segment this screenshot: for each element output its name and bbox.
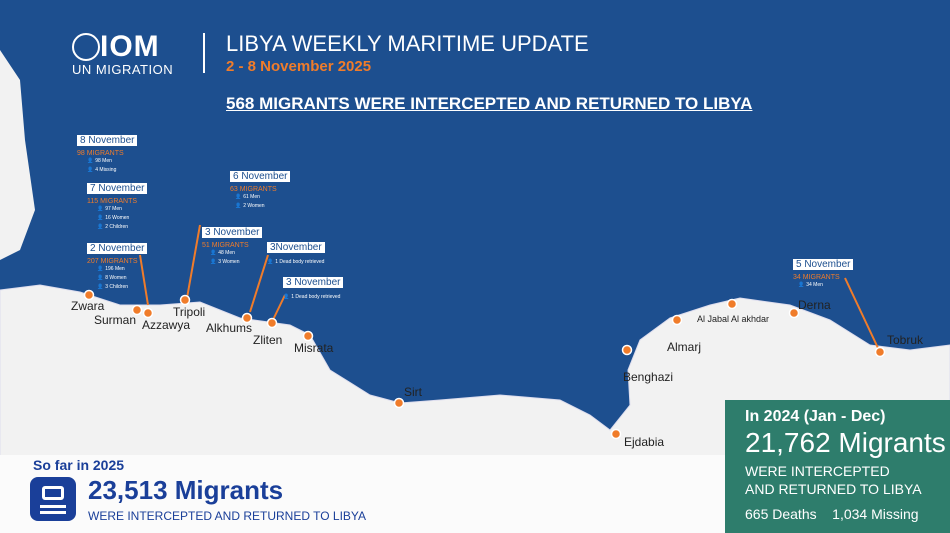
summary-2025-label: So far in 2025 bbox=[33, 457, 125, 473]
city-label: Tobruk bbox=[887, 333, 924, 347]
iom-globe-icon bbox=[72, 33, 100, 61]
event-count: 63 MIGRANTS bbox=[230, 186, 277, 193]
city-label: Surman bbox=[94, 313, 137, 327]
event-detail: 8 Women bbox=[105, 275, 127, 281]
boat-icon bbox=[30, 477, 76, 521]
divider bbox=[203, 33, 205, 73]
event-detail: 1 Dead body retrieved bbox=[291, 294, 341, 300]
event-detail: 61 Men bbox=[243, 194, 260, 200]
event-3-november-b: 3November 👤 1 Dead body retrieved bbox=[267, 242, 325, 265]
event-date: 3 November bbox=[283, 277, 344, 288]
summary-2024-count: 21,762 Migrants bbox=[745, 427, 946, 458]
arrows bbox=[139, 224, 879, 349]
event-detail: 3 Children bbox=[105, 284, 129, 290]
summary-2024-panel: In 2024 (Jan - Dec) 21,762 Migrants WERE… bbox=[725, 400, 950, 533]
event-3-november-c: 3 November 👤 1 Dead body retrieved bbox=[283, 272, 344, 302]
event-count: 207 MIGRANTS bbox=[87, 258, 138, 265]
event-detail: 1 Dead body retrieved bbox=[275, 259, 325, 265]
event-date: 2 November bbox=[87, 243, 148, 254]
summary-2025-panel bbox=[0, 455, 725, 533]
event-7-november: 7 November 115 MIGRANTS 👤 97 Men 👤 16 Women 👤 2… bbox=[87, 178, 148, 232]
event-date: 8 November bbox=[77, 135, 138, 146]
city-label: Sirt bbox=[404, 385, 422, 399]
city-label: Tripoli bbox=[173, 305, 206, 319]
event-detail: 4 Missing bbox=[95, 167, 117, 173]
event-date: 6 November bbox=[230, 171, 291, 182]
event-count: 51 MIGRANTS bbox=[202, 242, 249, 249]
event-2-november: 2 November 207 MIGRANTS 👤 196 Men 👤 8 Women 👤 3… bbox=[87, 238, 148, 292]
event-detail: 2 Women bbox=[243, 203, 265, 209]
event-detail: 16 Women bbox=[105, 215, 130, 221]
city-label: Alkhums bbox=[206, 321, 253, 335]
city-label: Benghazi bbox=[623, 370, 674, 384]
event-date: 7 November bbox=[87, 183, 148, 194]
event-count: 115 MIGRANTS bbox=[87, 198, 138, 205]
city-label: Derna bbox=[798, 298, 831, 312]
event-date: 3November bbox=[267, 242, 325, 253]
event-6-november: 6 November 63 MIGRANTS 👤 61 Men 👤 2 Women bbox=[230, 166, 291, 211]
event-count: 98 MIGRANTS bbox=[77, 150, 124, 157]
logo-subtitle: UN MIGRATION bbox=[72, 62, 174, 77]
event-3-november-a: 3 November 51 MIGRANTS 👤 48 Men 👤 3 Women bbox=[202, 222, 263, 267]
summary-2024-text1: WERE INTERCEPTED bbox=[745, 463, 890, 479]
city-label: Ejdabia bbox=[624, 435, 665, 449]
city-label: Zliten bbox=[253, 333, 283, 347]
city-label: Al Jabal Al akhdar bbox=[697, 314, 770, 324]
event-detail: 34 Men bbox=[806, 282, 823, 288]
event-8-november: 8 November 98 MIGRANTS 👤 98 Men 👤 4 Missing bbox=[77, 130, 138, 175]
event-date: 3 November bbox=[202, 227, 263, 238]
event-detail: 98 Men bbox=[95, 158, 112, 164]
event-count: 34 MIGRANTS bbox=[793, 274, 840, 281]
summary-2025-count: 23,513 Migrants bbox=[88, 475, 284, 505]
city-label: Misrata bbox=[294, 341, 334, 355]
event-detail: 2 Children bbox=[105, 224, 129, 230]
summary-2024-label: In 2024 (Jan - Dec) bbox=[745, 408, 886, 425]
event-detail: 48 Men bbox=[218, 250, 235, 256]
summary-2024-deaths: 665 Deaths bbox=[745, 506, 817, 522]
headline: 568 MIGRANTS WERE INTERCEPTED AND RETURN… bbox=[226, 94, 753, 113]
summary-2024-text2: AND RETURNED TO LIBYA bbox=[745, 481, 922, 497]
summary-2024-missing: 1,034 Missing bbox=[832, 506, 919, 522]
event-date: 5 November bbox=[793, 259, 854, 270]
date-range: 2 - 8 November 2025 bbox=[226, 58, 372, 75]
city-markers bbox=[83, 289, 886, 440]
event-detail: 3 Women bbox=[218, 259, 240, 265]
event-detail: 97 Men bbox=[105, 206, 122, 212]
page-title: LIBYA WEEKLY MARITIME UPDATE bbox=[226, 31, 589, 56]
summary-2025-text: WERE INTERCEPTED AND RETURNED TO LIBYA bbox=[88, 509, 367, 523]
logo: IOM bbox=[100, 30, 160, 63]
city-label: Azzawya bbox=[142, 318, 191, 332]
city-label: Zwara bbox=[71, 299, 105, 313]
event-5-november: 5 November 34 MIGRANTS 👤 34 Men bbox=[793, 254, 854, 290]
city-label: Almarj bbox=[667, 340, 702, 354]
event-detail: 196 Men bbox=[105, 266, 125, 272]
